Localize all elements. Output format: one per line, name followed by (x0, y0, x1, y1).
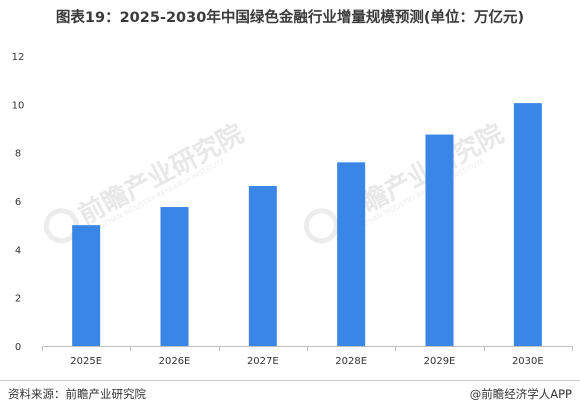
watermark-logo-icon (303, 208, 339, 244)
y-axis-ticks: 0 2 4 6 8 10 12 (12, 52, 25, 353)
bar (337, 162, 366, 346)
brand-credit: @前瞻经济学人APP (469, 387, 572, 401)
y-tick-label: 0 (15, 342, 21, 353)
bar (72, 225, 101, 346)
y-tick-label: 8 (15, 149, 21, 160)
bar (513, 103, 542, 346)
footer-divider (0, 380, 580, 381)
source-note: 资料来源：前瞻产业研究院 (8, 387, 146, 401)
watermark-logo-icon (43, 208, 79, 244)
y-tick-label: 4 (15, 245, 21, 256)
y-tick-label: 2 (15, 294, 21, 305)
x-tick-label: 2027E (247, 356, 279, 367)
bar (248, 186, 277, 346)
y-tick-label: 12 (12, 52, 25, 63)
bar (425, 134, 454, 346)
y-tick-label: 6 (15, 197, 21, 208)
x-tick-label: 2025E (70, 356, 102, 367)
x-tick-label: 2026E (159, 356, 191, 367)
x-tick-label: 2029E (424, 356, 456, 367)
bar-series (72, 103, 542, 346)
chart-title: 图表19：2025-2030年中国绿色金融行业增量规模预测(单位：万亿元) (55, 10, 525, 26)
y-tick-label: 10 (12, 100, 25, 111)
x-axis: 2025E 2026E 2027E 2028E 2029E 2030E (42, 346, 573, 367)
x-tick-label: 2030E (512, 356, 544, 367)
x-tick-label: 2028E (335, 356, 367, 367)
bar (160, 207, 189, 346)
